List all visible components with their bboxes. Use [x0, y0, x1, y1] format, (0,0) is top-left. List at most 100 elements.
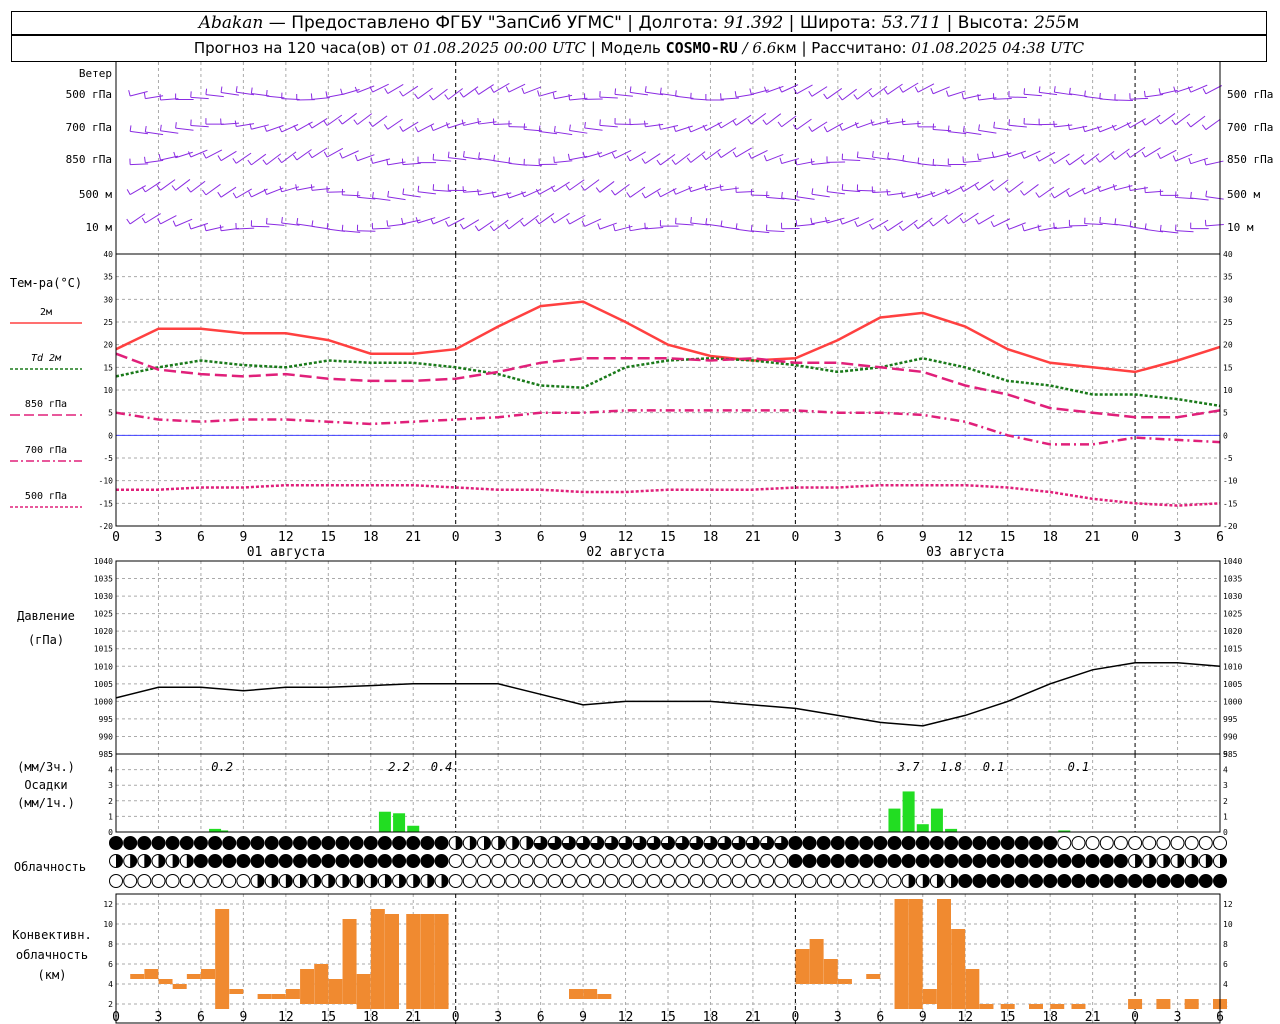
cloud-symbol [859, 874, 874, 888]
time-tick-label-bottom: 21 [1085, 1010, 1101, 1024]
wind-barb-flag [1066, 191, 1070, 197]
wind-barb-shaft [175, 127, 194, 131]
cloud-symbol [420, 854, 435, 868]
cloud-symbol [491, 874, 506, 888]
wind-barb-flag [504, 223, 510, 230]
wind-barb-flag [341, 224, 344, 231]
wind-barb-flag [172, 220, 177, 227]
pres-ytick-right: 1020 [1223, 627, 1242, 636]
cloud-symbol-half [427, 874, 434, 888]
cloud-symbol [151, 874, 166, 888]
wind-barb-shaft [326, 147, 344, 158]
wind-barb-flag [644, 86, 647, 93]
cloud-symbol [760, 854, 775, 868]
wind-level-700hpa: 700 гПа [66, 121, 112, 134]
cloud-symbol [1043, 836, 1058, 850]
cloud-symbol [986, 874, 1001, 888]
cloud-symbol [618, 874, 633, 888]
conv-bar [965, 969, 980, 1009]
cloud-symbol [392, 836, 407, 850]
wind-barb-shaft [902, 82, 919, 93]
wind-barb-flag [597, 223, 601, 230]
cloud-symbol [264, 854, 279, 868]
cloud-symbol-half [1220, 854, 1227, 868]
wind-barb-flag [128, 90, 131, 97]
wind-barb-flag [384, 88, 389, 94]
wind-barb-flag [323, 120, 328, 126]
wind-barb-flag [1141, 151, 1146, 158]
wind-barb-shaft [251, 153, 267, 166]
cloud-title: Облачность [14, 860, 86, 874]
wind-barb-flag [810, 158, 813, 165]
wind-barb-shaft [493, 82, 510, 93]
time-tick-label: 0 [1131, 530, 1139, 545]
cloud-symbol [208, 874, 223, 888]
precip-bar [216, 830, 229, 832]
station-name: Abakan [198, 13, 264, 33]
cloud-symbol [901, 836, 916, 850]
cloud-symbol-half [526, 836, 533, 850]
wind-barb-flag [565, 184, 570, 191]
lon-label: Долгота: [638, 13, 719, 33]
cloud-symbol [448, 874, 463, 888]
wind-barb-flag [520, 221, 525, 227]
wind-barb-shaft [827, 191, 846, 195]
cloud-symbol [321, 836, 336, 850]
temp-ytick-left: 0 [108, 431, 113, 440]
wind-barb-flag [1190, 191, 1192, 199]
wind-barb-shaft [524, 164, 543, 167]
temp-ytick-left: 25 [103, 318, 113, 327]
wind-barb-flag [415, 217, 419, 224]
wind-barb-shaft [826, 122, 844, 133]
cloud-symbol [293, 836, 307, 850]
wind-barb-shaft [130, 130, 149, 135]
time-tick-label-bottom: 18 [1042, 1010, 1058, 1024]
wind-barb-shaft [357, 154, 375, 162]
conv-ytick-right: 12 [1223, 900, 1233, 909]
conv-bar [922, 989, 937, 1004]
legend-t2m-label: 2м [40, 307, 52, 318]
wind-barb-flag [232, 192, 237, 199]
wind-barb-shaft [1023, 93, 1043, 97]
wind-barb-shaft [554, 131, 573, 136]
cloud-symbol [661, 854, 675, 868]
cloud-symbol [689, 874, 704, 888]
wind-barb-shaft [387, 118, 403, 130]
wind-barb-flag [311, 220, 314, 227]
wind-barb-shaft [523, 86, 542, 95]
wind-barb-flag [552, 92, 555, 99]
conv-bar [201, 969, 215, 979]
wind-barb-shaft [1099, 150, 1115, 163]
wind-barb-shaft [493, 219, 509, 232]
wind-barb-flag [523, 123, 526, 130]
wind-barb-shaft [175, 151, 193, 159]
wind-barb-shaft [1175, 153, 1193, 162]
cloud-symbol [462, 854, 477, 868]
conv-bar [229, 989, 244, 994]
wind-barb-shaft [645, 188, 661, 199]
wind-barb-shaft [145, 213, 161, 224]
prec-ytick-left: 5 [108, 750, 113, 759]
wind-level-850hpa: 850 гПа [66, 153, 112, 166]
cloud-symbol [123, 836, 138, 850]
time-tick-label: 15 [320, 530, 336, 545]
cloud-symbol [335, 836, 350, 850]
wind-barb-shaft [463, 219, 480, 230]
cloud-symbol-quarter [703, 836, 717, 850]
cloud-symbol [703, 854, 718, 868]
wind-barb-flag [1205, 190, 1208, 197]
wind-barb-flag [1097, 126, 1101, 133]
wind-barb-flag [444, 94, 449, 100]
wind-level-700hpa-right: 700 гПа [1227, 121, 1273, 134]
wind-barb-flag [704, 184, 707, 191]
cloud-symbol-half [356, 874, 364, 888]
conv-ytick-left: 10 [103, 920, 113, 929]
cloud-symbol [859, 854, 874, 868]
wind-barb-flag [1186, 121, 1192, 128]
precip-label: 0.1 [1068, 760, 1090, 774]
wind-barb-flag [278, 126, 283, 133]
pres-ytick-left: 1025 [94, 610, 113, 619]
conv-bar [328, 979, 343, 1004]
cloud-symbol-half [908, 874, 916, 888]
conv-bar [172, 984, 187, 989]
